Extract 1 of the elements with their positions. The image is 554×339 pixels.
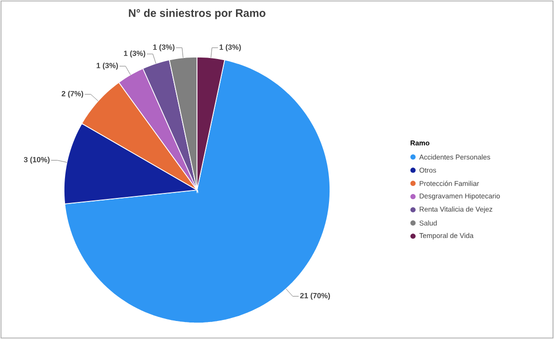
chart-title: N° de siniestros por Ramo [128,8,266,20]
